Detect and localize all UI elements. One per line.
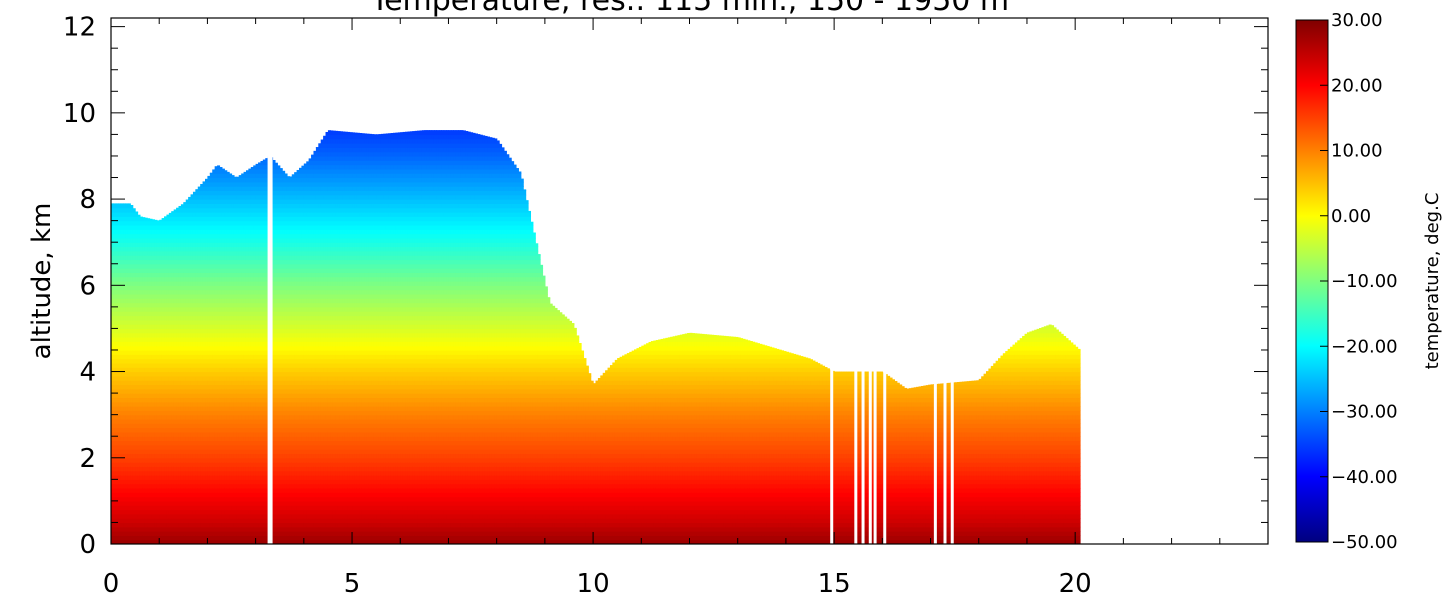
y-tick-label: 12 bbox=[63, 13, 96, 43]
x-tick-label: 15 bbox=[818, 569, 851, 599]
data-gap bbox=[869, 18, 872, 544]
data-gap bbox=[934, 18, 937, 544]
y-tick-label: 8 bbox=[79, 185, 96, 215]
data-gap bbox=[874, 18, 877, 544]
y-axis-title: altitude, km bbox=[27, 203, 57, 360]
colorbar-tick-label: 10.00 bbox=[1331, 141, 1383, 162]
y-tick-label: 0 bbox=[79, 530, 96, 560]
colorbar-title: temperature, deg.C bbox=[1422, 193, 1443, 370]
y-tick-label: 6 bbox=[79, 271, 96, 301]
colorbar-tick-label: −50.00 bbox=[1331, 532, 1398, 553]
chart-title: Temperature, res.: 115 min., 150 - 1950 … bbox=[370, 0, 1009, 18]
x-tick-label: 20 bbox=[1059, 569, 1092, 599]
y-tick-label: 10 bbox=[63, 99, 96, 129]
colorbar-tick-label: −30.00 bbox=[1331, 402, 1398, 423]
data-gap bbox=[862, 18, 865, 544]
colorbar-tick-label: 20.00 bbox=[1331, 75, 1383, 96]
data-gap bbox=[854, 18, 857, 544]
y-tick-label: 2 bbox=[79, 444, 96, 474]
y-tick-label: 4 bbox=[79, 358, 96, 388]
colorbar-tick-label: −40.00 bbox=[1331, 467, 1398, 488]
x-tick-label: 5 bbox=[344, 569, 361, 599]
data-gap bbox=[951, 18, 954, 544]
colorbar-tick-label: −10.00 bbox=[1331, 271, 1398, 292]
x-tick-label: 0 bbox=[103, 569, 120, 599]
data-gap bbox=[268, 18, 273, 544]
data-gap bbox=[830, 18, 833, 544]
colorbar-tick-label: 0.00 bbox=[1331, 206, 1371, 227]
colorbar-ticks: 30.00 20.00 10.00 0.00 −10.00 −20.00 −30.00 −40… bbox=[1320, 10, 1398, 553]
colorbar-tick-label: 30.00 bbox=[1331, 10, 1383, 31]
data-gap bbox=[944, 18, 947, 544]
data-gap bbox=[883, 18, 886, 544]
colorbar-tick-label: −20.00 bbox=[1331, 336, 1398, 357]
x-tick-label: 10 bbox=[577, 569, 610, 599]
